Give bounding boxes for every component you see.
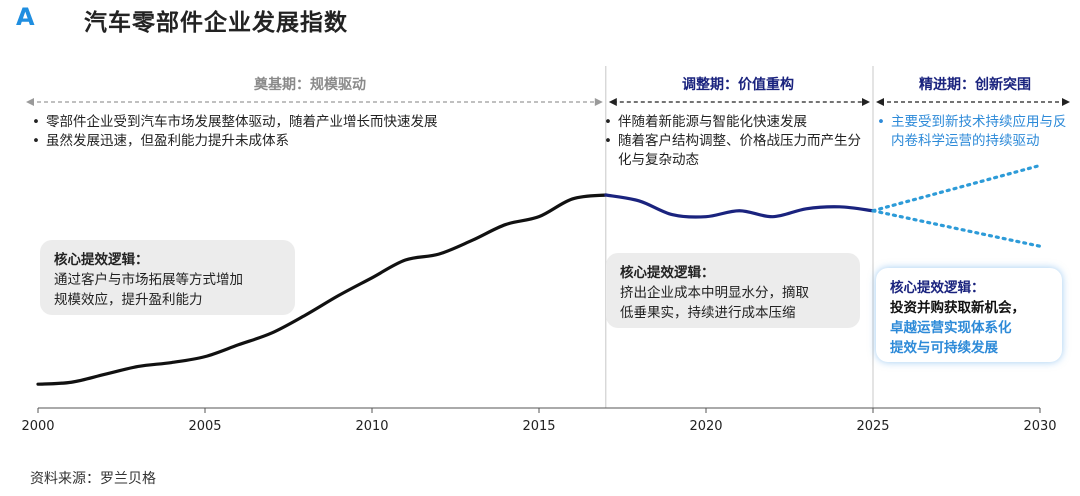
series-line-adjustment bbox=[604, 193, 875, 219]
phase2-callout: 核心提效逻辑： 挤出企业成本中明显水分，摘取 低垂果实，持续进行成本压缩 bbox=[606, 253, 860, 328]
x-tick-label: 2010 bbox=[355, 419, 388, 434]
x-tick-label: 2030 bbox=[1023, 419, 1056, 434]
phase1-bullets: 零部件企业受到汽车市场发展整体驱动，随着产业增长而快速发展 虽然发展迅速，但盈利… bbox=[28, 113, 588, 151]
x-tick-label: 2000 bbox=[21, 419, 54, 434]
arrow-head-right bbox=[1062, 98, 1070, 106]
series-line-projection_lower bbox=[871, 209, 1042, 248]
phase1-callout: 核心提效逻辑： 通过客户与市场拓展等方式增加 规模效应，提升盈利能力 bbox=[40, 240, 295, 315]
callout-title: 核心提效逻辑： bbox=[620, 265, 715, 281]
arrow-head-right bbox=[862, 98, 870, 106]
callout-text: 通过客户与市场拓展等方式增加 bbox=[54, 272, 243, 288]
callout-text: 卓越运营实现体系化 bbox=[890, 320, 1012, 336]
arrow-head-left bbox=[876, 98, 884, 106]
phase2-range-arrow bbox=[608, 98, 870, 106]
bullet-item: 虽然发展迅速，但盈利能力提升未成体系 bbox=[28, 132, 588, 151]
series-line-historical bbox=[36, 193, 608, 386]
phase-label-adjustment: 调整期：价值重构 bbox=[682, 77, 794, 93]
phase-label-refinement: 精进期：创新突围 bbox=[919, 77, 1031, 93]
source-note: 资料来源：罗兰贝格 bbox=[30, 471, 156, 487]
callout-title: 核心提效逻辑： bbox=[54, 252, 149, 268]
callout-text: 投资并购获取新机会， bbox=[890, 300, 1025, 316]
callout-title: 核心提效逻辑： bbox=[890, 280, 985, 296]
phase3-bullets: 主要受到新技术持续应用与反内卷科学运营的持续驱动 bbox=[873, 113, 1078, 151]
x-tick-label: 2020 bbox=[689, 419, 722, 434]
x-tick-label: 2025 bbox=[856, 419, 889, 434]
arrow-head-left bbox=[608, 98, 617, 106]
bullet-item: 零部件企业受到汽车市场发展整体驱动，随着产业增长而快速发展 bbox=[28, 113, 588, 132]
phase3-range-arrow bbox=[876, 98, 1070, 106]
arrow-head-left bbox=[26, 98, 34, 106]
callout-text: 低垂果实，持续进行成本压缩 bbox=[620, 305, 796, 321]
arrow-head-right bbox=[594, 98, 603, 106]
panel-letter: A bbox=[16, 3, 35, 31]
callout-text: 提效与可持续发展 bbox=[890, 340, 998, 356]
bullet-item: 随着客户结构调整、价格战压力而产生分化与复杂动态 bbox=[600, 132, 870, 170]
phase-label-foundation: 奠基期：规模驱动 bbox=[254, 77, 366, 93]
callout-text: 规模效应，提升盈利能力 bbox=[54, 292, 203, 308]
x-tick-label: 2005 bbox=[188, 419, 221, 434]
phase2-bullets: 伴随着新能源与智能化快速发展 随着客户结构调整、价格战压力而产生分化与复杂动态 bbox=[600, 113, 870, 170]
bullet-item: 主要受到新技术持续应用与反内卷科学运营的持续驱动 bbox=[873, 113, 1078, 151]
phase1-range-arrow bbox=[26, 98, 603, 106]
page-title: 汽车零部件企业发展指数 bbox=[84, 10, 348, 36]
bullet-item: 伴随着新能源与智能化快速发展 bbox=[600, 113, 870, 132]
callout-text: 挤出企业成本中明显水分，摘取 bbox=[620, 285, 809, 301]
series-line-projection_upper bbox=[871, 163, 1042, 213]
phase3-callout: 核心提效逻辑： 投资并购获取新机会， 卓越运营实现体系化 提效与可持续发展 bbox=[876, 268, 1062, 362]
x-tick-label: 2015 bbox=[522, 419, 555, 434]
